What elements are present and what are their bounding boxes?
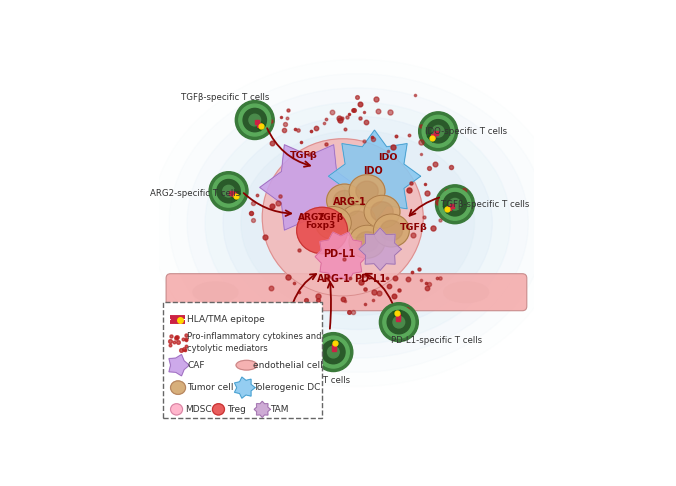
Ellipse shape [380,220,403,241]
Ellipse shape [241,131,475,315]
Text: HLA/TMA epitope: HLA/TMA epitope [187,315,265,324]
FancyBboxPatch shape [166,274,527,311]
Ellipse shape [205,102,510,344]
Ellipse shape [236,360,257,370]
Circle shape [449,198,461,210]
Circle shape [327,346,339,358]
Polygon shape [235,377,255,398]
Ellipse shape [373,214,410,247]
Ellipse shape [370,202,393,222]
Text: Foxp3: Foxp3 [305,222,335,230]
Ellipse shape [322,213,345,233]
Text: Tolerogenic DC: Tolerogenic DC [253,383,320,392]
Text: IDO: IDO [378,153,397,162]
Text: Pro-inflammatory cytokines and
cytolytic mediators: Pro-inflammatory cytokines and cytolytic… [187,332,322,353]
Text: TGFβ-specific T cells: TGFβ-specific T cells [180,93,269,102]
Circle shape [379,303,418,342]
Text: PD-L1: PD-L1 [323,249,355,259]
Polygon shape [260,145,358,230]
Circle shape [222,185,235,197]
Ellipse shape [187,88,529,358]
Circle shape [272,306,304,338]
Circle shape [387,311,410,334]
Text: TGFβ-specific T cells: TGFβ-specific T cells [441,200,529,209]
Ellipse shape [349,174,385,208]
Ellipse shape [193,282,238,302]
Text: ARG2: ARG2 [298,213,326,222]
Circle shape [213,175,245,207]
Ellipse shape [212,404,224,415]
Circle shape [443,192,466,216]
Circle shape [239,104,270,136]
Circle shape [427,120,450,143]
Circle shape [318,336,349,368]
Circle shape [383,306,415,338]
Ellipse shape [170,381,185,394]
Circle shape [432,125,444,137]
Circle shape [276,311,300,334]
Circle shape [269,303,308,342]
Ellipse shape [364,195,400,228]
Ellipse shape [262,139,423,296]
Circle shape [422,115,454,147]
Text: ARG-1: ARG-1 [316,274,350,284]
Text: endothelial cell: endothelial cell [253,361,322,370]
Ellipse shape [356,232,379,252]
Ellipse shape [223,116,492,330]
Text: ARG1-specific T cells: ARG1-specific T cells [260,376,350,384]
Circle shape [322,340,345,364]
FancyBboxPatch shape [163,301,322,417]
Circle shape [393,316,405,328]
Text: PD-L1-specific T cells: PD-L1-specific T cells [206,338,297,347]
Text: MDSC: MDSC [185,405,212,414]
Circle shape [235,101,274,139]
Ellipse shape [340,205,376,238]
Polygon shape [169,354,189,376]
Ellipse shape [349,225,385,258]
Text: ARG-1: ARG-1 [333,197,367,208]
Text: PD-L1-specific T cells: PD-L1-specific T cells [391,336,482,346]
Text: ARG2-specific T cells: ARG2-specific T cells [150,189,240,197]
Circle shape [418,112,458,151]
Circle shape [217,179,240,203]
Circle shape [435,185,475,224]
Text: TAM: TAM [270,405,289,414]
Text: Treg: Treg [226,405,245,414]
Text: Tumor cell: Tumor cell [187,383,234,392]
Circle shape [249,114,261,126]
Circle shape [314,332,353,371]
Text: IDO: IDO [364,166,383,175]
Ellipse shape [333,191,356,210]
Text: PD-L1: PD-L1 [354,274,386,284]
Text: TGFβ: TGFβ [289,151,317,160]
Text: TGFβ: TGFβ [318,213,344,222]
Ellipse shape [346,211,369,231]
Ellipse shape [327,184,362,217]
Text: TGFβ: TGFβ [400,223,428,232]
Polygon shape [254,401,270,417]
Circle shape [439,188,471,220]
Polygon shape [315,232,366,281]
Ellipse shape [170,404,183,415]
Circle shape [243,108,266,132]
Circle shape [283,316,294,328]
Ellipse shape [356,181,379,201]
Circle shape [209,172,248,210]
Text: IDO-specific T cells: IDO-specific T cells [425,127,507,136]
Ellipse shape [297,207,347,254]
Ellipse shape [316,207,352,240]
Polygon shape [329,130,420,222]
Polygon shape [359,228,402,270]
Text: CAF: CAF [187,361,205,370]
Ellipse shape [443,282,489,302]
